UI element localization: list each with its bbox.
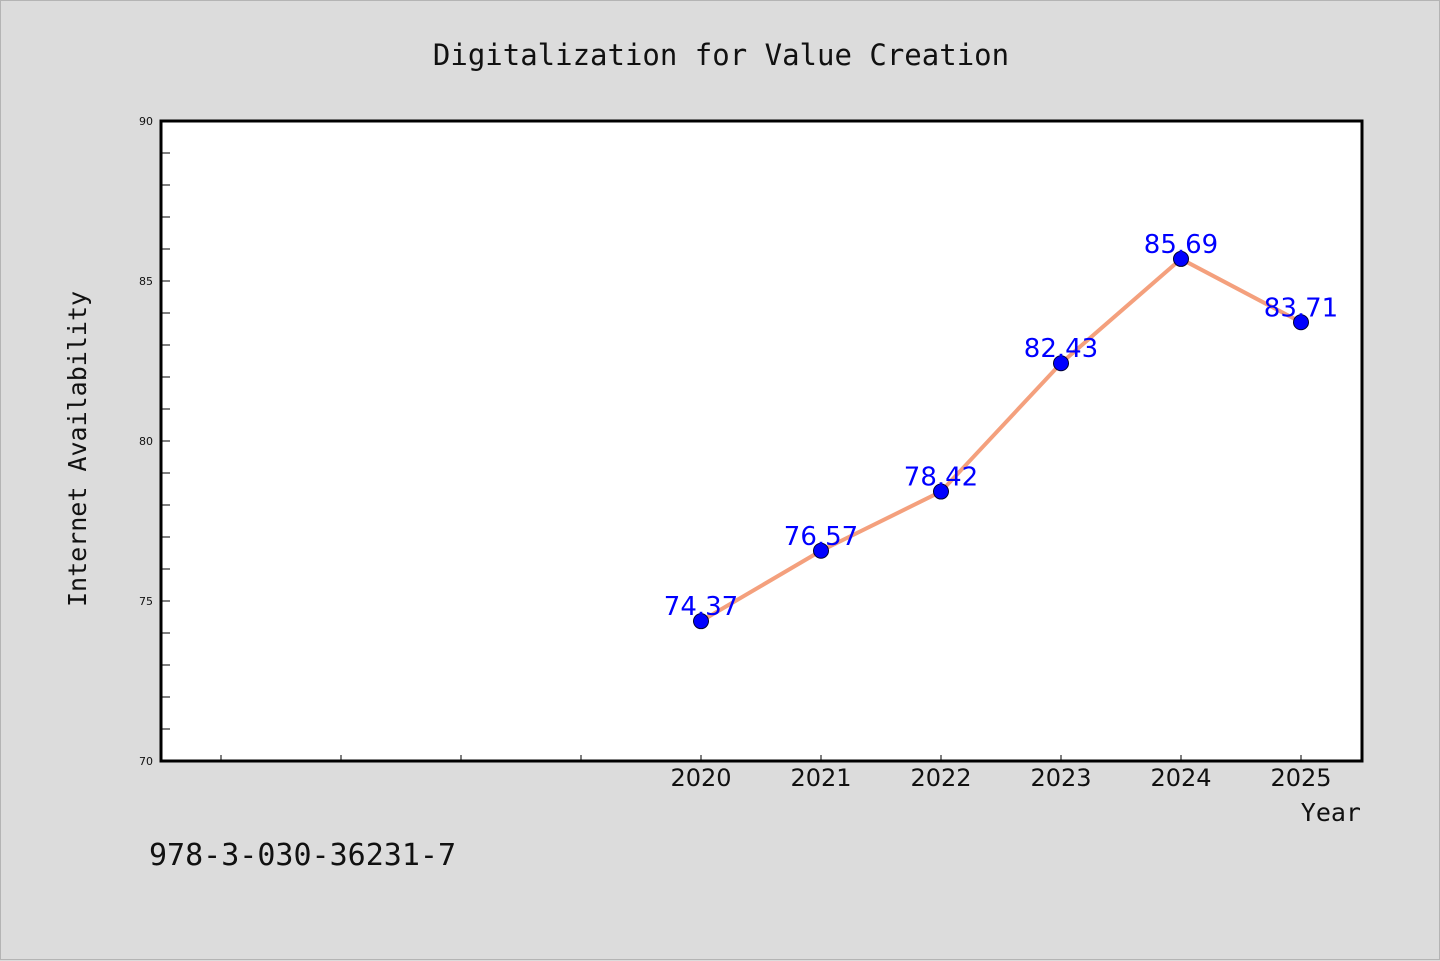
- data-labels: 74.37 76.57 78.42 82.43 85.69 83.71: [664, 230, 1338, 622]
- data-label: 83.71: [1264, 293, 1338, 323]
- x-tick-label: 2024: [1150, 764, 1211, 792]
- y-tick-label: 85: [139, 275, 153, 288]
- chart-title: Digitalization for Value Creation: [433, 38, 1009, 72]
- y-tick-label: 90: [139, 115, 153, 128]
- data-label: 78.42: [904, 463, 978, 493]
- y-tick-label: 70: [139, 755, 153, 768]
- x-tick-label: 2022: [910, 764, 971, 792]
- data-point: [1053, 355, 1069, 372]
- data-label: 82.43: [1024, 334, 1098, 364]
- data-point: [813, 542, 829, 559]
- data-label: 76.57: [784, 522, 858, 552]
- x-tick-label: 2023: [1030, 764, 1091, 792]
- y-axis-title: Internet Availability: [63, 291, 92, 607]
- data-point: [1173, 250, 1189, 267]
- isbn-caption: 978-3-030-36231-7: [149, 838, 456, 873]
- x-tick-label: 2020: [670, 764, 731, 792]
- series-layer: [693, 250, 1309, 630]
- x-axis-title: Year: [1301, 798, 1361, 827]
- data-point: [693, 613, 709, 630]
- y-tick-label: 75: [139, 595, 153, 608]
- series-line: [699, 256, 1303, 624]
- data-point: [933, 483, 949, 500]
- y-tick-label: 80: [139, 435, 153, 448]
- x-tick-label: 2021: [790, 764, 851, 792]
- data-label: 85.69: [1144, 230, 1218, 260]
- y-axis: 70 75 80 85 90: [139, 115, 170, 768]
- data-label: 74.37: [664, 592, 738, 622]
- plot-area: [159, 119, 1364, 763]
- data-point: [1293, 314, 1309, 331]
- x-tick-label: 2025: [1270, 764, 1331, 792]
- x-axis: 2020 2021 2022 2023 2024 2025: [220, 755, 1332, 792]
